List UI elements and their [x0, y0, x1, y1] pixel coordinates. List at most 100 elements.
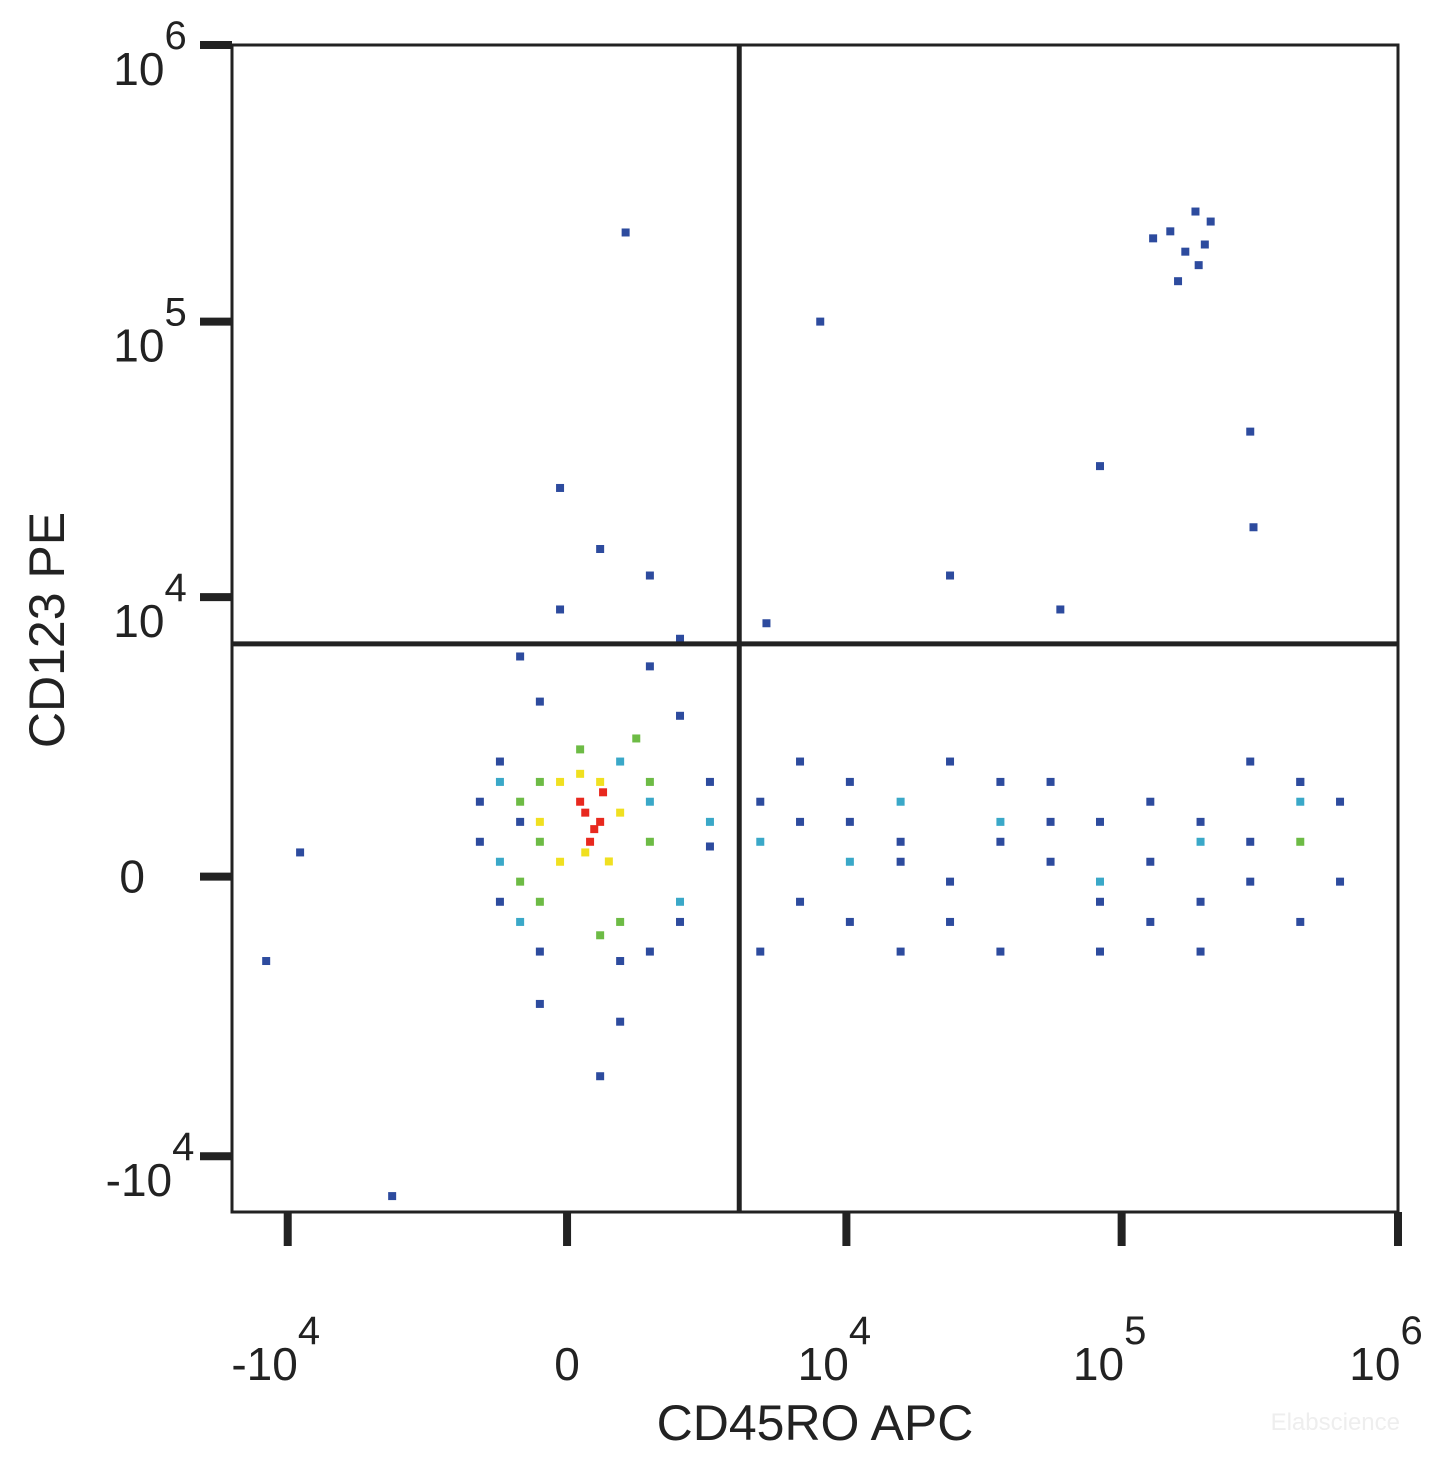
event-point: [645, 662, 654, 671]
event-point: [616, 1017, 625, 1026]
event-point: [616, 917, 625, 926]
plot-frame: [230, 43, 1400, 1214]
event-point: [535, 817, 544, 826]
event-point: [632, 734, 641, 743]
event-point: [596, 817, 605, 826]
event-point: [535, 947, 544, 956]
event-point: [516, 797, 525, 806]
event-point: [676, 897, 685, 906]
event-point: [645, 797, 654, 806]
event-point: [596, 777, 605, 786]
event-point: [946, 757, 955, 766]
event-point: [596, 545, 605, 554]
event-point: [896, 797, 905, 806]
event-point: [756, 947, 765, 956]
tick-label-exponent: 6: [164, 14, 186, 58]
event-point: [1146, 917, 1155, 926]
tick-label: 105: [113, 291, 186, 372]
event-point: [516, 817, 525, 826]
event-point: [1246, 757, 1255, 766]
event-point: [535, 777, 544, 786]
event-point: [996, 947, 1005, 956]
event-point: [1095, 947, 1104, 956]
event-point: [535, 837, 544, 846]
watermark: Elabscience: [1271, 1409, 1400, 1436]
tick-label-base: 10: [113, 43, 164, 95]
tick-label: -104: [106, 1125, 195, 1206]
event-point: [705, 817, 714, 826]
tick-label-exponent: 6: [1400, 1309, 1422, 1353]
event-point: [516, 877, 525, 886]
event-point: [796, 897, 805, 906]
event-point: [1095, 817, 1104, 826]
event-point: [1296, 797, 1305, 806]
event-point: [556, 605, 565, 614]
event-point: [516, 652, 525, 661]
event-point: [1196, 947, 1205, 956]
tick-label: 106: [113, 14, 186, 95]
event-point: [1166, 227, 1175, 236]
event-point: [296, 848, 305, 857]
event-point: [581, 848, 590, 857]
tick-label-exponent: 4: [172, 1125, 194, 1169]
event-point: [388, 1192, 397, 1201]
event-point: [576, 797, 585, 806]
tick-label-base: -10: [106, 1154, 172, 1206]
event-point: [1149, 234, 1158, 243]
event-point: [796, 817, 805, 826]
tick-label: 105: [1073, 1309, 1146, 1390]
event-point: [705, 777, 714, 786]
event-point: [616, 808, 625, 817]
event-point: [1296, 777, 1305, 786]
event-point: [1246, 837, 1255, 846]
event-point: [676, 711, 685, 720]
event-point: [845, 917, 854, 926]
event-point: [1336, 877, 1345, 886]
event-point: [645, 837, 654, 846]
event-point: [996, 777, 1005, 786]
event-point: [535, 999, 544, 1008]
event-point: [1296, 837, 1305, 846]
tick-label-exponent: 4: [849, 1309, 871, 1353]
event-point: [946, 877, 955, 886]
tick-label-base: -10: [231, 1338, 297, 1390]
event-point: [1191, 207, 1200, 216]
event-point: [516, 917, 525, 926]
tick-label: 104: [113, 566, 186, 647]
tick-label-exponent: 4: [298, 1309, 320, 1353]
event-point: [576, 769, 585, 778]
event-point: [996, 817, 1005, 826]
event-point: [535, 897, 544, 906]
event-point: [1196, 817, 1205, 826]
event-point: [576, 745, 585, 754]
event-point: [495, 777, 504, 786]
event-point: [1056, 605, 1065, 614]
event-point: [556, 777, 565, 786]
event-point: [645, 777, 654, 786]
event-point: [616, 757, 625, 766]
tick-label-base: 10: [1073, 1338, 1124, 1390]
event-point: [1174, 277, 1183, 286]
event-point: [495, 857, 504, 866]
event-point: [1246, 877, 1255, 886]
event-point: [475, 797, 484, 806]
tick-label-exponent: 5: [164, 291, 186, 335]
tick-label-exponent: 4: [164, 566, 186, 610]
event-point: [896, 837, 905, 846]
event-point: [1046, 777, 1055, 786]
tick-label-base: 10: [798, 1338, 849, 1390]
event-point: [756, 837, 765, 846]
event-point: [556, 857, 565, 866]
event-point: [596, 1072, 605, 1081]
event-point: [1181, 247, 1190, 256]
tick-label-base: 10: [113, 320, 164, 372]
event-point: [604, 857, 613, 866]
event-point: [581, 808, 590, 817]
event-point: [996, 837, 1005, 846]
tick-label: 0: [119, 851, 145, 903]
event-point: [845, 857, 854, 866]
event-point: [586, 837, 595, 846]
event-point: [816, 317, 825, 326]
event-point: [621, 228, 630, 237]
event-point: [1336, 797, 1345, 806]
